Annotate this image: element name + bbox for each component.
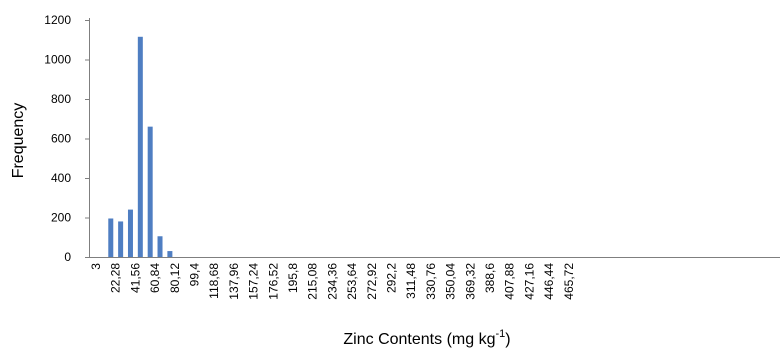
- histogram-bar: [147, 126, 153, 258]
- x-tick-label: 234,36: [325, 263, 339, 300]
- x-axis-title-superscript: -1: [495, 328, 505, 340]
- x-tick-label: 350,04: [444, 263, 458, 300]
- x-tick-label: 176,52: [266, 263, 280, 300]
- x-tick-label: 195,8: [286, 263, 300, 293]
- x-tick-label: 465,72: [562, 263, 576, 300]
- x-tick-label: 22,28: [109, 263, 123, 293]
- histogram-bar: [118, 221, 124, 257]
- x-tick-label: 330,76: [424, 263, 438, 300]
- y-tick-labels: 0 200 400 600 800 1000 1200: [44, 13, 89, 264]
- bars-layer: [108, 36, 173, 258]
- x-tick-label: 272,92: [365, 263, 379, 300]
- x-axis-title: Zinc Contents (mg kg-1): [343, 328, 510, 348]
- y-tick-label: 400: [51, 171, 71, 185]
- x-tick-label: 292,2: [385, 263, 399, 293]
- x-tick-label: 311,48: [404, 263, 418, 299]
- x-tick-label: 427,16: [522, 263, 536, 300]
- x-tick-label: 253,64: [345, 263, 359, 300]
- x-tick-label: 157,24: [247, 263, 261, 300]
- x-tick-label: 215,08: [306, 263, 320, 300]
- x-tick-label: 137,96: [227, 263, 241, 300]
- x-tick-label: 3: [89, 263, 103, 270]
- histogram-bar: [127, 209, 133, 257]
- x-axis-title-suffix: ): [505, 331, 510, 348]
- x-tick-label: 446,44: [542, 263, 556, 300]
- x-tick-label: 407,88: [503, 263, 517, 300]
- histogram-bar: [167, 251, 173, 257]
- y-tick-label: 0: [64, 250, 71, 264]
- histogram-bar: [137, 36, 143, 257]
- x-tick-label: 369,32: [463, 263, 477, 300]
- y-tick-label: 1200: [44, 13, 71, 27]
- x-axis-title-main: Zinc Contents (mg kg: [343, 331, 495, 348]
- x-tick-label: 388,6: [483, 263, 497, 293]
- y-tick-label: 600: [51, 132, 71, 146]
- x-tick-label: 80,12: [168, 263, 182, 293]
- y-tick-label: 1000: [44, 53, 71, 67]
- x-tick-label: 118,68: [207, 263, 221, 299]
- y-tick-label: 800: [51, 92, 71, 106]
- histogram-bar: [157, 236, 163, 257]
- x-tick-label: 99,4: [188, 263, 202, 287]
- y-tick-label: 200: [51, 211, 71, 225]
- axes-layer: [89, 18, 780, 258]
- x-tick-label: 41,56: [128, 263, 142, 293]
- x-tick-label: 60,84: [148, 263, 162, 293]
- x-tick-labels: 3 22,28 41,56 60,84 80,12 99,4 118,68 137,96 157…: [89, 263, 576, 300]
- y-axis-title: Frequency: [10, 103, 27, 179]
- histogram-bar: [108, 218, 114, 257]
